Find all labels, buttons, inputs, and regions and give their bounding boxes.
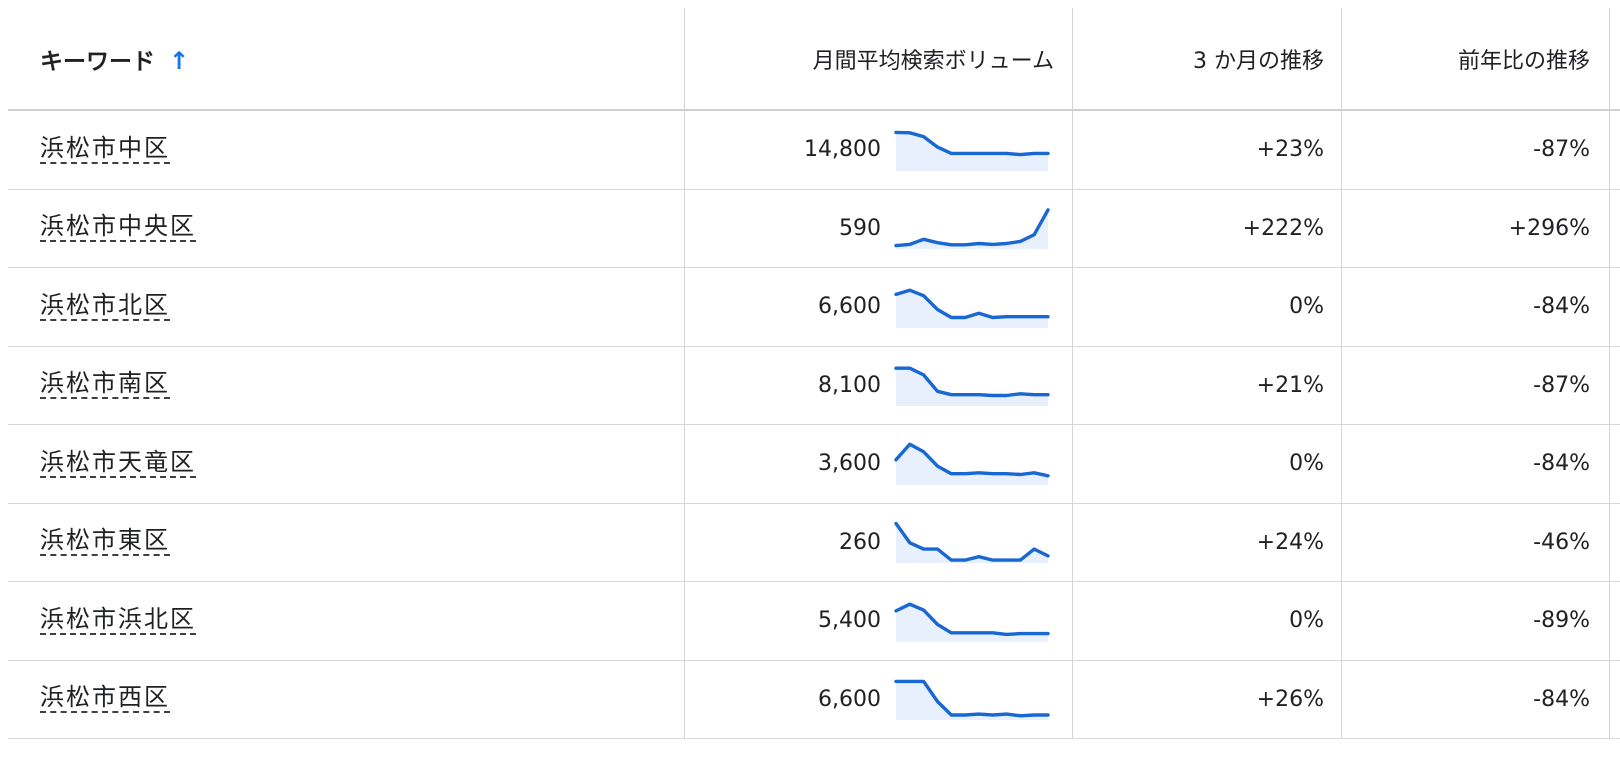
yoy-change-cell: -87%: [1341, 346, 1610, 424]
table-row: 浜松市中央区 590 +222% +296%: [8, 189, 1620, 268]
keyword-cell: 浜松市東区: [8, 504, 684, 582]
volume-trend-sparkline: [894, 602, 1050, 642]
three-month-change-cell: 0%: [1072, 582, 1341, 660]
keyword-cell: 浜松市天竜区: [8, 425, 684, 503]
three-month-change-column-header[interactable]: 3 か月の推移: [1072, 8, 1341, 109]
keyword-cell: 浜松市西区: [8, 661, 684, 739]
volume-trend-sparkline: [894, 679, 1050, 721]
table-row: 浜松市北区 6,600 0% -84%: [8, 268, 1620, 347]
yoy-change-cell: -89%: [1341, 582, 1610, 660]
monthly-volume-cell: 8,100: [684, 346, 1072, 424]
three-month-change-cell: 0%: [1072, 425, 1341, 503]
monthly-volume-value: 3,600: [818, 451, 881, 477]
volume-trend-sparkline: [894, 366, 1050, 407]
sparkline-line: [894, 522, 1050, 563]
keyword-link[interactable]: 浜松市浜北区: [40, 606, 196, 635]
sparkline-area: [896, 132, 1048, 171]
monthly-volume-value: 8,100: [818, 372, 881, 398]
keyword-link[interactable]: 浜松市西区: [40, 684, 170, 714]
three-month-change-cell: +24%: [1072, 503, 1341, 581]
keyword-cell: 浜松市浜北区: [8, 582, 684, 660]
monthly-volume-value: 6,600: [818, 686, 881, 712]
monthly-volume-cell: 260: [684, 503, 1072, 581]
sparkline-area: [896, 523, 1048, 564]
yoy-change-cell: -84%: [1341, 660, 1610, 738]
monthly-volume-value: 14,800: [804, 137, 881, 163]
yoy-change-cell: -87%: [1341, 111, 1610, 189]
monthly-volume-cell: 3,600: [684, 425, 1072, 503]
table-row: 浜松市東区 260 +24% -46%: [8, 503, 1620, 582]
sparkline-line: [894, 130, 1050, 157]
three-month-change-cell: +222%: [1072, 189, 1341, 267]
sparkline-line: [894, 366, 1050, 398]
monthly-volume-value: 6,600: [818, 294, 881, 320]
sparkline-area: [896, 681, 1048, 721]
monthly-volume-cell: 5,400: [684, 582, 1072, 660]
keyword-link[interactable]: 浜松市天竜区: [40, 449, 196, 478]
sparkline-area: [896, 603, 1048, 642]
monthly-volume-value: 5,400: [818, 608, 881, 634]
keyword-cell: 浜松市中央区: [8, 190, 684, 268]
volume-trend-sparkline: [894, 208, 1050, 250]
yoy-change-column-header[interactable]: 前年比の推移: [1341, 8, 1610, 109]
yoy-change-cell: -46%: [1341, 503, 1610, 581]
three-month-change-cell: +26%: [1072, 660, 1341, 738]
three-month-change-cell: +21%: [1072, 346, 1341, 424]
sparkline-line: [894, 442, 1050, 478]
yoy-change-cell: -84%: [1341, 268, 1610, 346]
keyword-header-label: キーワード: [40, 48, 155, 75]
keyword-column-header[interactable]: キーワード ↑: [8, 8, 684, 109]
volume-trend-sparkline: [894, 130, 1050, 171]
three-month-change-cell: +23%: [1072, 111, 1341, 189]
table-row: 浜松市西区 6,600 +26% -84%: [8, 660, 1620, 739]
volume-trend-sparkline: [894, 522, 1050, 564]
volume-trend-sparkline: [894, 442, 1050, 485]
yoy-change-cell: +296%: [1341, 189, 1610, 267]
yoy-change-cell: -84%: [1341, 425, 1610, 503]
sparkline-area: [896, 289, 1048, 328]
monthly-volume-value: 590: [839, 215, 881, 241]
sparkline-line: [894, 602, 1050, 636]
sparkline-line: [894, 208, 1050, 248]
monthly-volume-cell: 6,600: [684, 268, 1072, 346]
monthly-volume-value: 260: [839, 529, 881, 555]
keyword-cell: 浜松市南区: [8, 347, 684, 425]
table-row: 浜松市浜北区 5,400 0% -89%: [8, 582, 1620, 661]
keyword-cell: 浜松市中区: [8, 111, 684, 189]
sort-ascending-icon[interactable]: ↑: [169, 46, 190, 75]
keyword-link[interactable]: 浜松市北区: [40, 292, 170, 321]
monthly-volume-cell: 14,800: [684, 111, 1072, 189]
table-row: 浜松市天竜区 3,600 0% -84%: [8, 425, 1620, 504]
volume-trend-sparkline: [894, 288, 1050, 328]
monthly-volume-cell: 590: [684, 189, 1072, 267]
monthly-volume-column-header[interactable]: 月間平均検索ボリューム: [684, 8, 1072, 109]
keyword-cell: 浜松市北区: [8, 268, 684, 346]
sparkline-line: [894, 288, 1050, 319]
keyword-link[interactable]: 浜松市中区: [40, 135, 170, 164]
monthly-volume-cell: 6,600: [684, 660, 1072, 738]
three-month-change-cell: 0%: [1072, 268, 1341, 346]
table-row: 浜松市南区 8,100 +21% -87%: [8, 346, 1620, 425]
table-header-row: キーワード ↑ 月間平均検索ボリューム 3 か月の推移 前年比の推移: [8, 8, 1620, 111]
table-row: 浜松市中区 14,800 +23% -87%: [8, 111, 1620, 190]
keyword-link[interactable]: 浜松市東区: [40, 527, 170, 557]
keyword-link[interactable]: 浜松市中央区: [40, 213, 196, 243]
keyword-link[interactable]: 浜松市南区: [40, 370, 170, 400]
sparkline-line: [894, 679, 1050, 718]
